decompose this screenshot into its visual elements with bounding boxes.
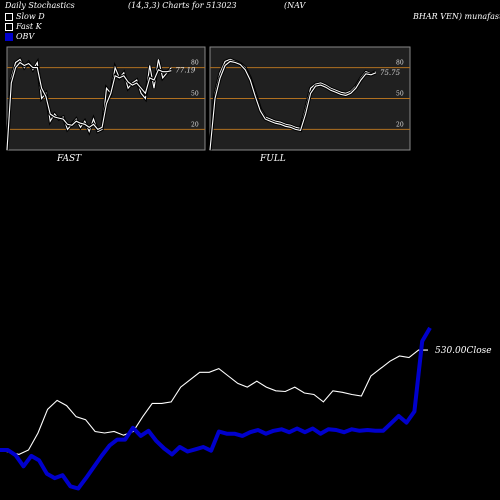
fast-level-label-20: 20 xyxy=(191,121,199,128)
legend-slow-d-label: Slow D xyxy=(16,12,45,21)
legend-slow-d-swatch xyxy=(5,13,13,21)
fast-level-label-50: 50 xyxy=(191,91,199,98)
obv-line xyxy=(0,326,432,491)
legend-slow-d: Slow D xyxy=(5,12,45,21)
fast-level-label-80: 80 xyxy=(191,60,199,67)
header-right-name: BHAR VEN) munafasutra xyxy=(413,12,500,21)
close-label: 530.00Close xyxy=(435,346,492,356)
full-level-label-20: 20 xyxy=(396,121,404,128)
fast-panel-label: FAST xyxy=(57,154,82,164)
fast-series-slow-d xyxy=(6,61,172,151)
header-mid: (14,3,3) Charts for 513023 xyxy=(128,1,237,10)
legend-fast-k: Fast K xyxy=(5,22,42,31)
fast-last-value: 77.19 xyxy=(175,67,196,75)
header-right-top: (NAV xyxy=(284,1,306,10)
full-level-label-50: 50 xyxy=(396,91,404,98)
legend-obv: OBV xyxy=(5,32,34,41)
legend-fast-k-label: Fast K xyxy=(16,22,42,31)
full-panel-label: FULL xyxy=(260,154,286,164)
header-left: Daily Stochastics xyxy=(5,1,75,10)
legend-obv-label: OBV xyxy=(16,32,35,41)
full-last-value: 75.75 xyxy=(380,69,401,77)
legend-obv-swatch xyxy=(5,33,13,41)
full-series-slow-d xyxy=(209,60,377,151)
legend-fast-k-swatch xyxy=(5,23,13,31)
full-level-label-80: 80 xyxy=(396,60,404,67)
close-line xyxy=(0,349,428,455)
